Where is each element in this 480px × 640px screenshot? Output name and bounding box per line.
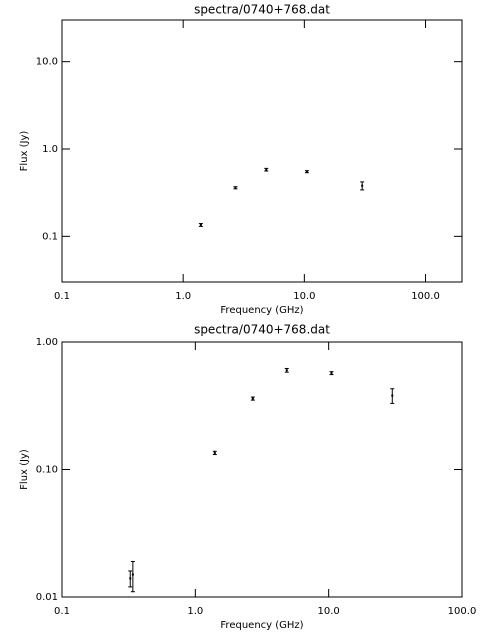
data-point xyxy=(285,369,288,372)
y-tick-label: 1.0 xyxy=(42,144,58,155)
x-axis-title: Frequency (GHz) xyxy=(220,620,303,631)
x-tick-label: 0.1 xyxy=(54,291,70,302)
y-axis-title: Flux (Jy) xyxy=(19,131,30,172)
x-axis-title: Frequency (GHz) xyxy=(220,305,303,316)
x-tick-label: 1.0 xyxy=(175,291,191,302)
x-tick-label: 100.0 xyxy=(448,606,477,617)
plot-frame xyxy=(61,341,463,598)
x-tick-label: 0.1 xyxy=(54,606,70,617)
data-point xyxy=(305,170,308,173)
y-axis-title: Flux (Jy) xyxy=(19,449,30,490)
data-point xyxy=(199,223,202,226)
y-tick-label: 10.0 xyxy=(36,57,58,68)
y-tick-label: 0.1 xyxy=(42,231,58,242)
data-point xyxy=(213,451,216,454)
plot-frame xyxy=(61,19,463,283)
chart-title: spectra/0740+768.dat xyxy=(194,323,330,337)
chart-title: spectra/0740+768.dat xyxy=(194,3,330,17)
y-tick-label: 0.10 xyxy=(36,465,58,476)
data-point xyxy=(391,394,394,397)
x-tick-label: 10.0 xyxy=(293,291,315,302)
x-tick-label: 10.0 xyxy=(318,606,340,617)
data-point xyxy=(361,184,364,187)
data-point xyxy=(265,168,268,171)
y-tick-label: 0.01 xyxy=(36,592,58,603)
data-point xyxy=(234,186,237,189)
data-point xyxy=(131,573,134,576)
data-point xyxy=(129,577,132,580)
x-tick-label: 1.0 xyxy=(187,606,203,617)
y-tick-label: 1.00 xyxy=(36,337,58,348)
data-point xyxy=(330,372,333,375)
x-tick-label: 100.0 xyxy=(411,291,440,302)
data-point xyxy=(251,397,254,400)
